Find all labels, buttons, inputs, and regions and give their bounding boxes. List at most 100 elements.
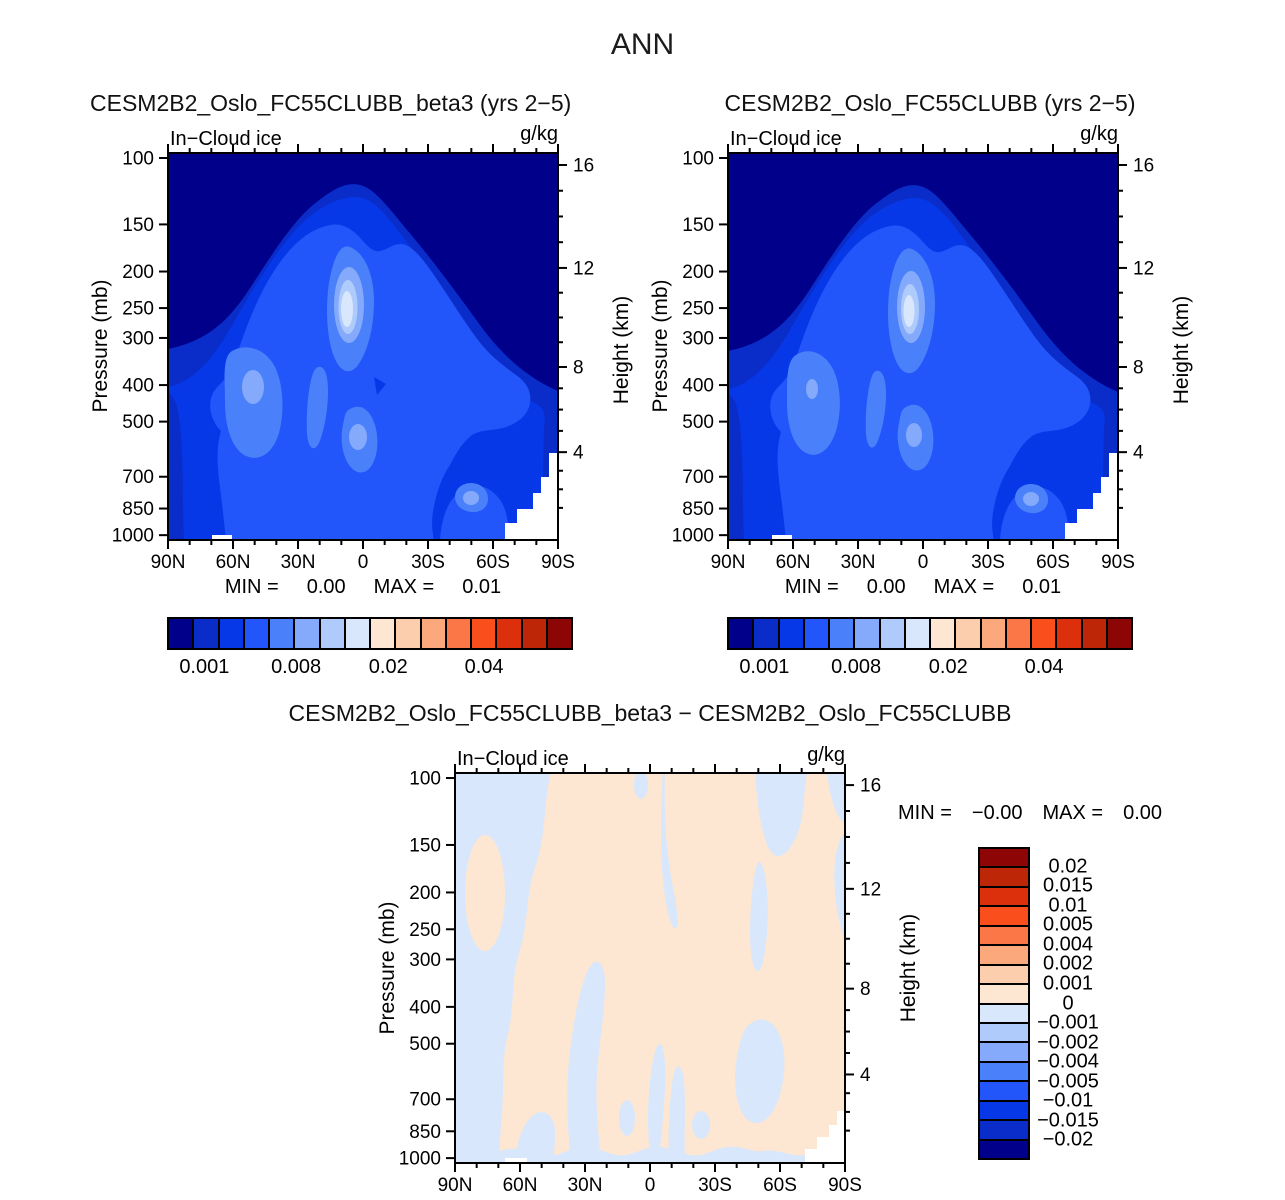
field-label-top-left: In−Cloud ice: [170, 128, 282, 150]
contour-field-top-right: [728, 153, 1118, 540]
pressure-tick-label: 250: [682, 299, 714, 320]
figure-title: ANN: [610, 28, 675, 61]
field-label-top-right: In−Cloud ice: [730, 128, 842, 150]
pressure-axis-title-top-right: Pressure (mb): [649, 279, 672, 413]
pressure-tick-label: 850: [409, 1122, 441, 1143]
x-tick-label: 60S: [1036, 552, 1070, 573]
units-label-top-right: g/kg: [1080, 123, 1118, 145]
colorbar-cell: [1105, 619, 1131, 648]
colorbar-cell: [1080, 619, 1106, 648]
max-label: MAX =: [1042, 802, 1104, 824]
colorbar-top-left: [167, 617, 573, 650]
x-tick-label: 90S: [828, 1175, 862, 1196]
diff-negative-mid-right-streak: [750, 861, 768, 972]
x-tick-label: 90N: [438, 1175, 473, 1196]
pressure-tick-label: 850: [122, 499, 154, 520]
contour-level-8-core: [903, 295, 915, 327]
colorbar-cell: [1055, 619, 1081, 648]
colorbar-cell: [802, 619, 828, 648]
x-tick-label: 30N: [281, 552, 316, 573]
pressure-axis-title-bottom: Pressure (mb): [376, 901, 399, 1035]
contour-level-5-sliver: [865, 370, 886, 448]
colorbar-tick-label: 0.008: [271, 656, 322, 678]
colorbar-cell: [980, 905, 1028, 925]
pressure-tick-label: 1000: [113, 526, 154, 547]
colorbar-cell: [980, 1002, 1028, 1022]
pressure-tick-label: 100: [122, 148, 154, 169]
colorbar-cell: [980, 1041, 1028, 1061]
pressure-tick-label: 1000: [400, 1149, 441, 1170]
colorbar-cell: [980, 849, 1028, 867]
colorbar-cell: [777, 619, 803, 648]
colorbar-cell: [878, 619, 904, 648]
diff-negative-top-right: [755, 773, 807, 857]
pressure-tick-label: 250: [409, 920, 441, 941]
missing-data-notch: [212, 535, 232, 540]
colorbar-cell: [495, 619, 521, 648]
pressure-tick-label: 700: [682, 467, 714, 488]
x-tick-label: 90N: [711, 552, 746, 573]
x-tick-label: 60N: [776, 552, 811, 573]
colorbar-tick-label: −0.002: [1037, 1031, 1099, 1054]
contour-level-6-lower: [349, 424, 367, 450]
x-tick-label: 30S: [971, 552, 1005, 573]
x-tick-label: 30N: [841, 552, 876, 573]
pressure-tick-label: 300: [409, 950, 441, 971]
pressure-tick-label: 400: [122, 376, 154, 397]
colorbar-cell: [980, 1021, 1028, 1042]
colorbar-tick-label: 0.001: [1042, 972, 1094, 995]
panel-title-top-right: CESM2B2_Oslo_FC55CLUBB (yrs 2−5): [724, 90, 1136, 116]
max-value: 0.01: [1022, 576, 1062, 598]
min-value: −0.00: [971, 802, 1023, 824]
x-tick-label: 0: [358, 552, 369, 573]
x-tick-label: 60N: [216, 552, 251, 573]
colorbar-cell: [545, 619, 571, 648]
x-tick-label: 60S: [763, 1175, 797, 1196]
contour-plot-top-right: 90N 60N 30N 0 30S 60S 90S 100 150 200 250 300 400 500…: [673, 144, 1154, 573]
height-tick-label: 4: [1133, 443, 1144, 464]
colorbar-tick-label: 0.04: [464, 656, 504, 678]
pressure-tick-label: 150: [409, 835, 441, 856]
x-tick-label: 0: [645, 1175, 656, 1196]
colorbar-tick-label: 0.001: [179, 656, 230, 678]
axes-ticks: [446, 764, 854, 1172]
min-value: 0.00: [306, 576, 346, 598]
colorbar-labels-top-right: 0.001 0.008 0.02 0.04: [727, 656, 1133, 680]
contour-level-5-sliver: [306, 366, 328, 449]
diff-negative-blob-a: [619, 1100, 635, 1136]
pressure-tick-label: 500: [122, 412, 154, 433]
contour-dark-notch: [374, 377, 386, 395]
colorbar-tick-label: 0.02: [928, 656, 968, 678]
max-label: MAX =: [373, 576, 435, 598]
x-tick-label: 30N: [568, 1175, 603, 1196]
colorbar-tick-label: 0.005: [1042, 913, 1094, 936]
pressure-tick-label: 700: [409, 1090, 441, 1111]
pressure-tick-label: 150: [682, 215, 714, 236]
colorbar-tick-label: 0.01: [1048, 894, 1088, 917]
colorbar-cell: [343, 619, 369, 648]
pressure-tick-label: 200: [122, 262, 154, 283]
colorbar-cell: [980, 944, 1028, 964]
pressure-tick-label: 300: [682, 328, 714, 349]
colorbar-labels-top-left: 0.001 0.008 0.02 0.04: [167, 656, 573, 680]
height-tick-label: 8: [1133, 358, 1144, 379]
diff-negative-streak-2: [648, 1043, 666, 1163]
height-tick-label: 8: [573, 358, 584, 379]
colorbar-cell: [1030, 619, 1056, 648]
colorbar-cell: [419, 619, 445, 648]
colorbar-bottom: [978, 847, 1030, 1160]
pressure-tick-label: 250: [122, 299, 154, 320]
colorbar-cell: [903, 619, 929, 648]
colorbar-cell: [980, 1060, 1028, 1081]
diff-negative-top-spot: [634, 773, 648, 799]
colorbar-cell: [192, 619, 218, 648]
contour-level-4: [210, 224, 531, 540]
colorbar-tick-label: 0.004: [1042, 933, 1094, 956]
colorbar-labels-bottom: 0.02 0.015 0.01 0.005 0.004 0.002 0.001 0 −0.001…: [1032, 847, 1104, 1160]
colorbar-cell: [980, 924, 1028, 945]
x-tick-label: 60S: [476, 552, 510, 573]
colorbar-cell: [268, 619, 294, 648]
colorbar-tick-label: 0: [1062, 992, 1074, 1014]
pressure-tick-label: 1000: [673, 526, 714, 547]
colorbar-tick-label: −0.004: [1037, 1050, 1099, 1073]
